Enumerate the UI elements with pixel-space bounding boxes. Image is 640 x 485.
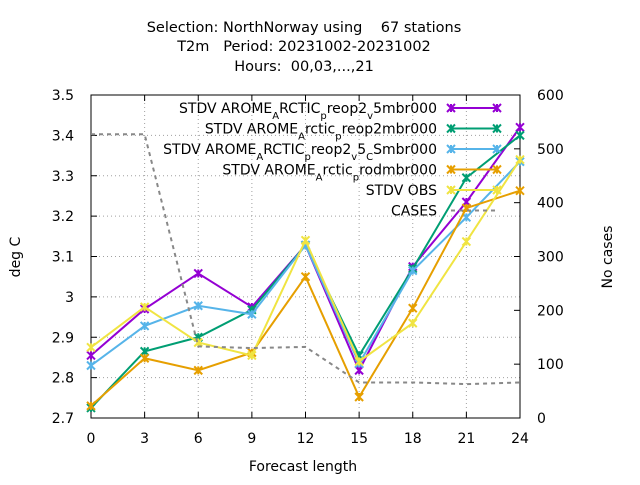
x-tick-label: 21 bbox=[457, 431, 475, 447]
x-tick-label: 6 bbox=[194, 431, 203, 447]
data-point bbox=[139, 321, 150, 331]
y-tick-label: 2.8 bbox=[52, 371, 74, 387]
data-point bbox=[408, 303, 418, 313]
legend-entry: STDV OBS bbox=[366, 183, 502, 199]
title-line-3: Hours: 00,03,...,21 bbox=[234, 59, 374, 75]
y2-tick-label: 500 bbox=[537, 142, 564, 158]
legend-marker bbox=[492, 185, 502, 195]
data-point bbox=[139, 346, 150, 357]
series-layer bbox=[86, 122, 525, 413]
data-point bbox=[86, 342, 96, 353]
legend-label: STDV AROMEARCTICpreop2v5mbr000 bbox=[179, 101, 437, 122]
legend-entry: STDV AROMEArcticprodmbr000 bbox=[222, 163, 502, 184]
data-point bbox=[247, 309, 257, 319]
legend-marker bbox=[446, 185, 456, 195]
legend-label: STDV AROMEArcticpreop2mbr000 bbox=[205, 122, 437, 143]
data-point bbox=[139, 302, 150, 312]
y-tick-label: 2.7 bbox=[52, 411, 74, 427]
axes: 0 3 6 9 12 15 18 21 24 2.7 2.8 2.9 3 3.1 3.2 3.3 3.4 3.5 0… bbox=[52, 88, 564, 447]
title-line-2: T2m Period: 20231002-20231002 bbox=[176, 39, 431, 55]
legend-marker bbox=[446, 164, 456, 175]
data-point bbox=[515, 185, 525, 196]
data-point bbox=[408, 265, 418, 276]
data-point bbox=[139, 353, 150, 363]
legend-marker bbox=[446, 103, 456, 113]
y-tick-label: 3 bbox=[65, 290, 74, 306]
data-point bbox=[461, 173, 472, 183]
x-tick-label: 24 bbox=[511, 431, 529, 447]
y-tick-label: 3.3 bbox=[52, 169, 74, 185]
legend-entry: STDV AROMEArcticpreop2mbr000 bbox=[205, 122, 502, 143]
legend-marker bbox=[446, 144, 456, 154]
data-point bbox=[461, 236, 472, 247]
series-stdv-obs bbox=[86, 154, 525, 367]
y-tick-label: 3.5 bbox=[52, 88, 74, 104]
y2-tick-label: 100 bbox=[537, 357, 564, 373]
data-point bbox=[86, 350, 96, 361]
data-point bbox=[193, 301, 203, 311]
y-axis-label: deg C bbox=[8, 236, 24, 277]
y2-tick-label: 0 bbox=[537, 411, 546, 427]
data-point bbox=[354, 392, 364, 402]
y2-axis-label: No cases bbox=[600, 226, 616, 289]
legend-marker bbox=[492, 103, 502, 113]
legend-label: CASES bbox=[391, 204, 437, 220]
data-point bbox=[515, 154, 525, 165]
series-stdv-arome-arctic-prodmbr000 bbox=[86, 185, 525, 411]
plot-frame bbox=[90, 94, 521, 419]
legend-marker bbox=[492, 144, 502, 154]
y-tick-label: 3.4 bbox=[52, 128, 74, 144]
data-point bbox=[193, 268, 203, 279]
y2-tick-label: 400 bbox=[537, 196, 564, 212]
x-tick-label: 9 bbox=[247, 431, 256, 447]
data-point bbox=[247, 350, 257, 361]
legend-marker bbox=[446, 123, 456, 134]
legend-label: STDV OBS bbox=[366, 183, 437, 199]
x-tick-label: 12 bbox=[297, 431, 315, 447]
data-point bbox=[354, 365, 364, 376]
x-tick-label: 0 bbox=[87, 431, 96, 447]
legend-label: STDV AROMEArcticprodmbr000 bbox=[222, 163, 437, 184]
title-line-1: Selection: NorthNorway using 67 stations bbox=[147, 20, 462, 36]
legend-entry: STDV AROMEARCTICpreop2v5mbr000 bbox=[179, 101, 502, 122]
x-tick-label: 18 bbox=[404, 431, 422, 447]
data-point bbox=[300, 271, 311, 282]
y-tick-label: 2.9 bbox=[52, 330, 74, 346]
data-point bbox=[408, 318, 418, 328]
data-point bbox=[515, 122, 525, 133]
chart-title: Selection: NorthNorway using 67 stations… bbox=[147, 20, 462, 75]
legend-marker bbox=[492, 164, 502, 175]
legend-label: STDV AROMEARCTICpreop2v5CSmbr000 bbox=[163, 142, 437, 163]
y2-tick-label: 600 bbox=[537, 88, 564, 104]
data-point bbox=[515, 130, 525, 141]
data-point bbox=[86, 360, 96, 371]
y-tick-label: 3.1 bbox=[52, 250, 74, 266]
x-tick-label: 3 bbox=[140, 431, 149, 447]
series-line bbox=[91, 133, 521, 386]
y2-tick-label: 300 bbox=[537, 250, 564, 266]
data-point bbox=[193, 365, 203, 376]
y2-tick-label: 200 bbox=[537, 303, 564, 319]
x-axis-label: Forecast length bbox=[249, 459, 357, 475]
y-tick-label: 3.2 bbox=[52, 209, 74, 225]
legend-entry: CASES bbox=[391, 204, 497, 220]
data-point bbox=[300, 235, 311, 246]
series-line bbox=[90, 189, 521, 407]
legend-marker bbox=[492, 123, 502, 134]
x-tick-label: 15 bbox=[350, 431, 368, 447]
legend-entry: STDV AROMEARCTICpreop2v5CSmbr000 bbox=[163, 142, 502, 163]
data-point bbox=[354, 356, 364, 367]
series-cases bbox=[91, 133, 521, 386]
data-point bbox=[86, 401, 96, 411]
